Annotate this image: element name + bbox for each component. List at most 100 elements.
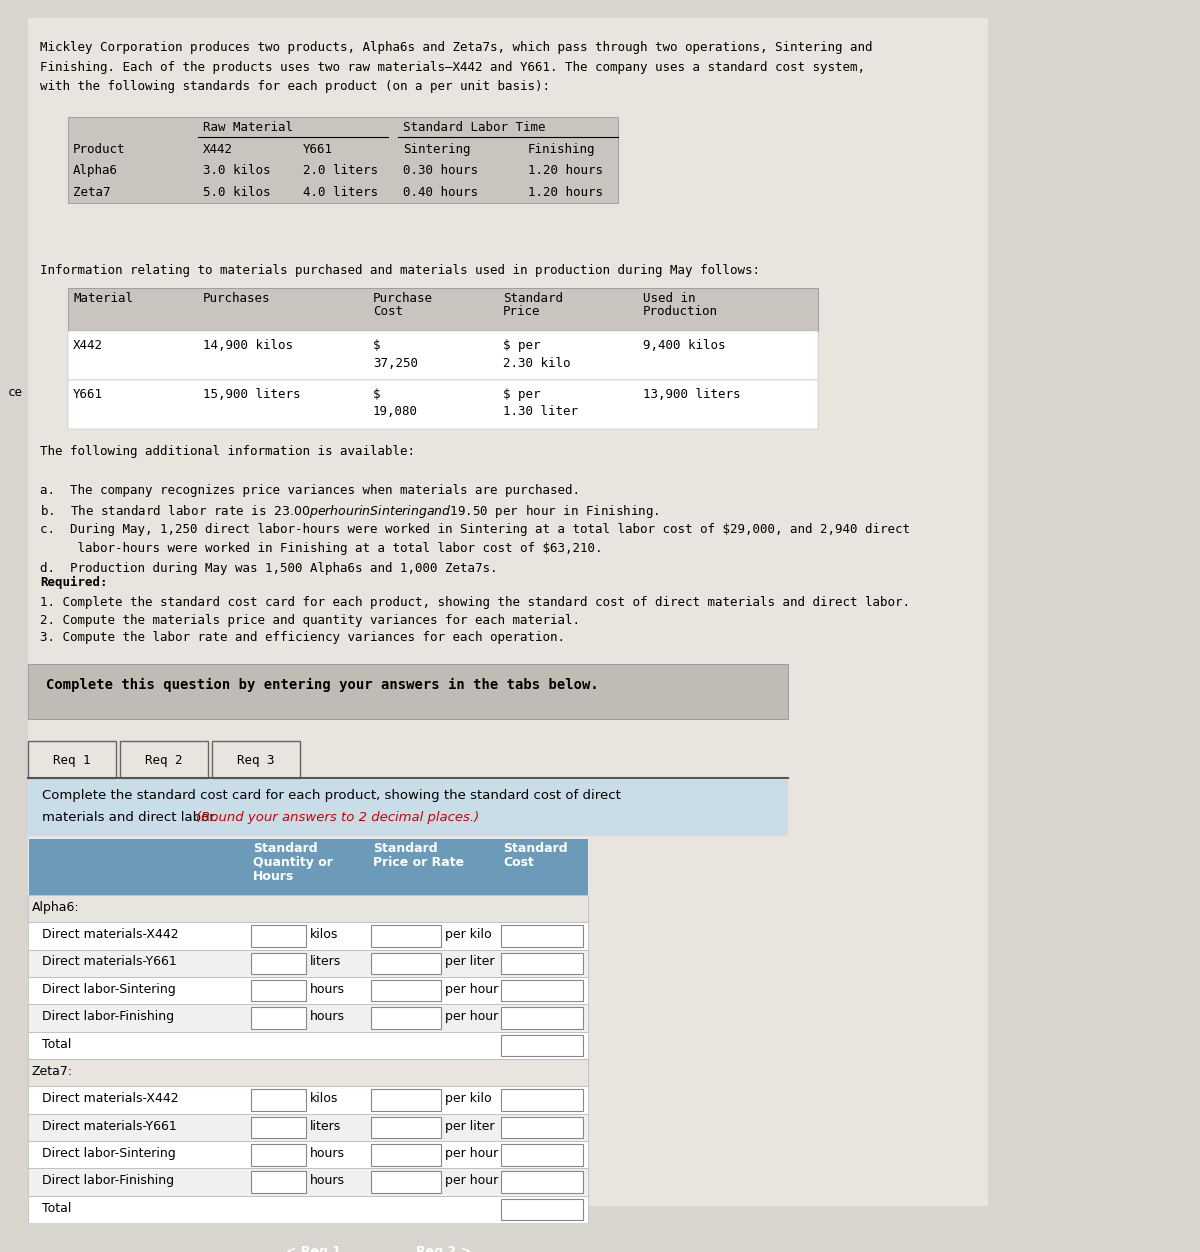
Bar	[68, 332, 818, 381]
Bar	[388, 1234, 498, 1252]
Text: labor-hours were worked in Finishing at a total labor cost of $63,210.: labor-hours were worked in Finishing at …	[40, 542, 602, 555]
Bar	[28, 1059, 588, 1087]
Text: 1.20 hours: 1.20 hours	[528, 164, 604, 177]
Text: materials and direct labor.: materials and direct labor.	[42, 811, 222, 824]
Bar	[28, 1004, 588, 1032]
Bar	[28, 18, 988, 1206]
Text: Direct labor-Finishing: Direct labor-Finishing	[42, 1010, 174, 1023]
Text: Req 2: Req 2	[145, 754, 182, 766]
Text: 13,900 liters: 13,900 liters	[643, 388, 740, 401]
Bar	[251, 1008, 306, 1029]
Text: 0.40 hours: 0.40 hours	[403, 185, 478, 199]
Text: Standard: Standard	[373, 843, 438, 855]
Text: b.  The standard labor rate is $23.00 per hour in Sintering and $19.50 per hour : b. The standard labor rate is $23.00 per…	[40, 503, 660, 520]
Bar	[28, 1196, 588, 1223]
Text: ce: ce	[8, 386, 23, 399]
Text: Sintering: Sintering	[403, 143, 470, 155]
Text: Direct labor-Finishing: Direct labor-Finishing	[42, 1174, 174, 1187]
Bar	[68, 288, 818, 332]
Bar	[251, 1144, 306, 1166]
Text: Standard: Standard	[503, 292, 563, 305]
Bar	[502, 1144, 583, 1166]
Text: Raw Material: Raw Material	[203, 121, 293, 134]
Text: per liter: per liter	[445, 1119, 494, 1133]
Text: Hours: Hours	[253, 869, 294, 883]
Text: Direct labor-Sintering: Direct labor-Sintering	[42, 983, 175, 995]
Text: Direct labor-Sintering: Direct labor-Sintering	[42, 1147, 175, 1159]
Text: The following additional information is available:: The following additional information is …	[40, 444, 415, 457]
Text: Production: Production	[643, 304, 718, 318]
Bar	[502, 1008, 583, 1029]
Bar	[28, 740, 116, 777]
Text: $ per: $ per	[503, 388, 540, 401]
Bar	[371, 980, 442, 1002]
Text: 9,400 kilos: 9,400 kilos	[643, 339, 726, 352]
Text: Finishing: Finishing	[528, 143, 595, 155]
Bar	[68, 118, 618, 203]
Bar	[371, 1172, 442, 1193]
Text: 15,900 liters: 15,900 liters	[203, 388, 300, 401]
Text: Standard: Standard	[503, 843, 568, 855]
Text: kilos: kilos	[310, 1092, 338, 1106]
Text: per hour: per hour	[445, 1147, 498, 1159]
Text: hours: hours	[310, 1010, 346, 1023]
Text: Direct materials-Y661: Direct materials-Y661	[42, 955, 176, 969]
Bar	[371, 1089, 442, 1111]
Text: 5.0 kilos: 5.0 kilos	[203, 185, 270, 199]
Bar	[371, 925, 442, 947]
Text: 2. Compute the materials price and quantity variances for each material.: 2. Compute the materials price and quant…	[40, 613, 580, 626]
Text: 3.0 kilos: 3.0 kilos	[203, 164, 270, 177]
Text: 3. Compute the labor rate and efficiency variances for each operation.: 3. Compute the labor rate and efficiency…	[40, 631, 565, 644]
Bar	[28, 1168, 588, 1196]
Bar	[502, 925, 583, 947]
Text: $: $	[373, 388, 380, 401]
Text: per hour: per hour	[445, 1010, 498, 1023]
Text: 1.20 hours: 1.20 hours	[528, 185, 604, 199]
Text: < Req 1: < Req 1	[286, 1244, 341, 1252]
Text: 2.0 liters: 2.0 liters	[302, 164, 378, 177]
Text: hours: hours	[310, 1174, 346, 1187]
Text: Zeta7:: Zeta7:	[32, 1065, 73, 1078]
Bar	[502, 953, 583, 974]
Text: Complete the standard cost card for each product, showing the standard cost of d: Complete the standard cost card for each…	[42, 790, 620, 803]
Bar	[258, 1234, 368, 1252]
Bar	[28, 923, 588, 949]
Text: Material: Material	[73, 292, 133, 305]
Text: Total: Total	[42, 1202, 71, 1214]
Text: 19,080: 19,080	[373, 406, 418, 418]
Bar	[28, 780, 788, 836]
Text: X442: X442	[73, 339, 103, 352]
Text: c.  During May, 1,250 direct labor-hours were worked in Sintering at a total lab: c. During May, 1,250 direct labor-hours …	[40, 522, 910, 536]
Text: Used in: Used in	[643, 292, 696, 305]
Text: Direct materials-X442: Direct materials-X442	[42, 1092, 179, 1106]
Bar	[212, 740, 300, 777]
Text: hours: hours	[310, 983, 346, 995]
Text: 4.0 liters: 4.0 liters	[302, 185, 378, 199]
Text: Cost: Cost	[373, 304, 403, 318]
Bar	[251, 1117, 306, 1138]
Text: Price or Rate: Price or Rate	[373, 856, 464, 869]
Text: Information relating to materials purchased and materials used in production dur: Information relating to materials purcha…	[40, 264, 760, 277]
Text: Total: Total	[42, 1038, 71, 1050]
Text: with the following standards for each product (on a per unit basis):: with the following standards for each pr…	[40, 80, 550, 93]
Bar	[120, 740, 208, 777]
Text: a.  The company recognizes price variances when materials are purchased.: a. The company recognizes price variance…	[40, 483, 580, 497]
Text: 1. Complete the standard cost card for each product, showing the standard cost o: 1. Complete the standard cost card for e…	[40, 596, 910, 608]
Bar	[68, 381, 818, 429]
Text: Product: Product	[73, 143, 126, 155]
Text: $: $	[373, 339, 380, 352]
Text: kilos: kilos	[310, 928, 338, 942]
Bar	[28, 1114, 588, 1141]
Text: Y661: Y661	[73, 388, 103, 401]
Bar	[28, 1032, 588, 1059]
Text: Y661: Y661	[302, 143, 334, 155]
Text: Direct materials-X442: Direct materials-X442	[42, 928, 179, 942]
Text: Required:: Required:	[40, 576, 108, 590]
Text: Standard Labor Time: Standard Labor Time	[403, 121, 546, 134]
Bar	[371, 1117, 442, 1138]
Bar	[502, 980, 583, 1002]
Bar	[251, 953, 306, 974]
Text: Alpha6:: Alpha6:	[32, 900, 79, 914]
Bar	[251, 1172, 306, 1193]
Text: d.  Production during May was 1,500 Alpha6s and 1,000 Zeta7s.: d. Production during May was 1,500 Alpha…	[40, 562, 498, 575]
